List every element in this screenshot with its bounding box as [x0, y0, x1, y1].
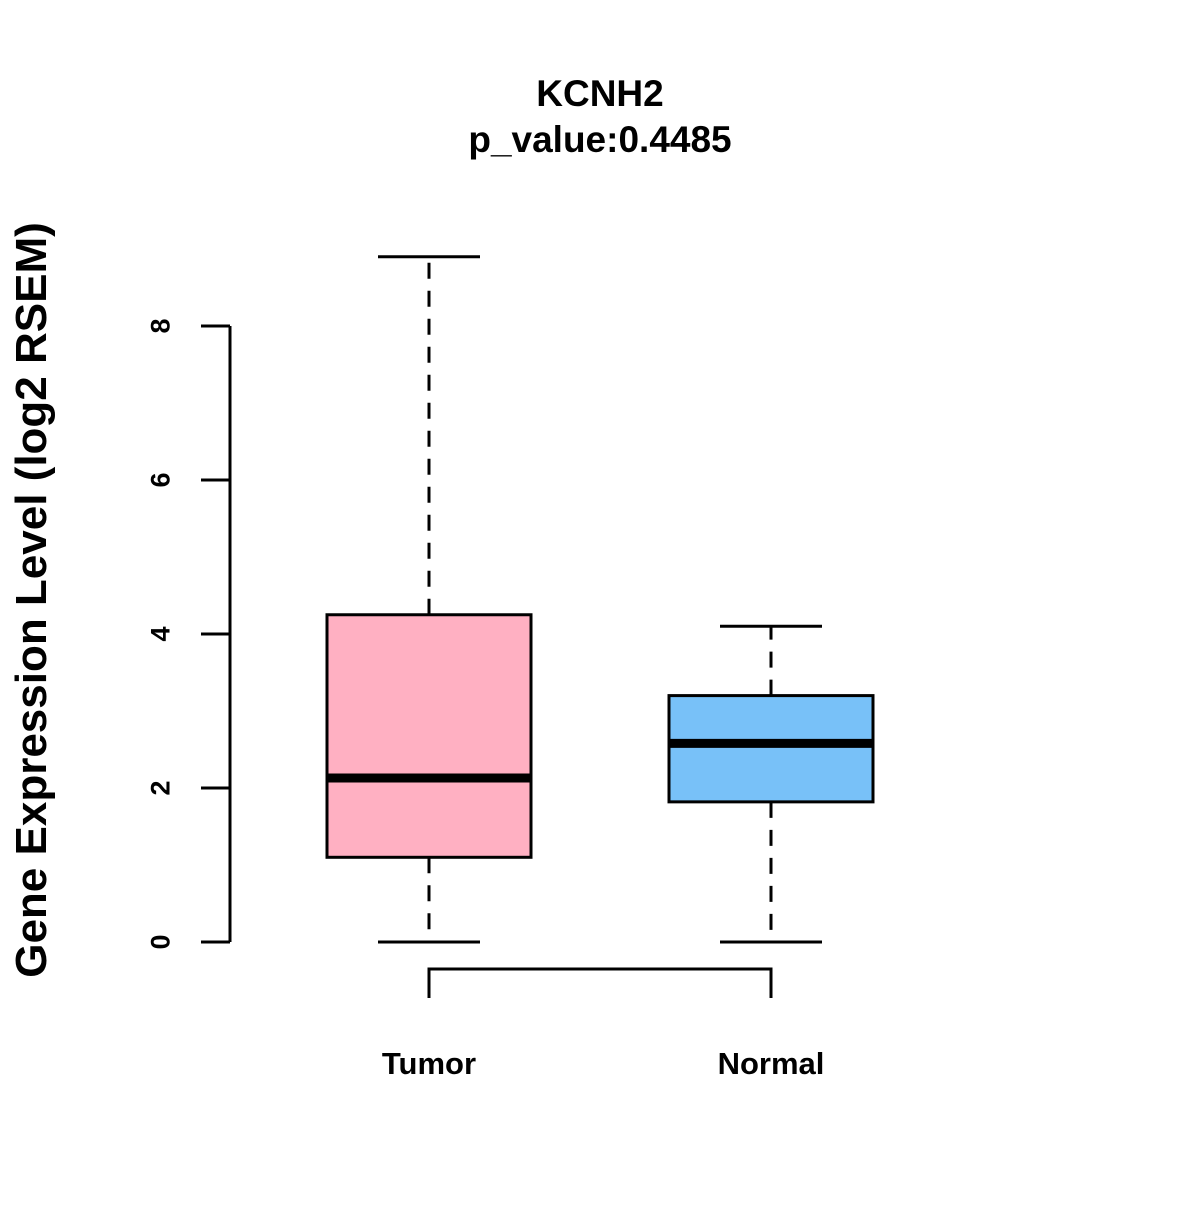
y-tick-label: 6: [145, 472, 175, 487]
y-tick-label: 2: [145, 780, 175, 795]
x-category-label: Normal: [718, 1046, 825, 1081]
y-axis-label: Gene Expression Level (log2 RSEM): [7, 222, 56, 978]
y-tick-label: 0: [145, 934, 175, 949]
box-normal: [667, 624, 875, 944]
iqr-box: [325, 613, 533, 859]
y-tick-label: 4: [145, 626, 175, 641]
boxes-group: [325, 255, 875, 944]
y-axis: 0 2 4 6 8: [145, 318, 232, 950]
x-category-labels: Tumor Normal: [382, 1046, 824, 1081]
chart-subtitle: p_value:0.4485: [468, 119, 731, 160]
y-tick-label: 8: [145, 318, 175, 333]
iqr-box: [667, 694, 875, 804]
chart-title: KCNH2: [536, 73, 663, 114]
bracket-line: [427, 967, 773, 998]
box-tumor: [325, 255, 533, 944]
comparison-bracket: [427, 967, 773, 998]
x-category-label: Tumor: [382, 1046, 476, 1081]
